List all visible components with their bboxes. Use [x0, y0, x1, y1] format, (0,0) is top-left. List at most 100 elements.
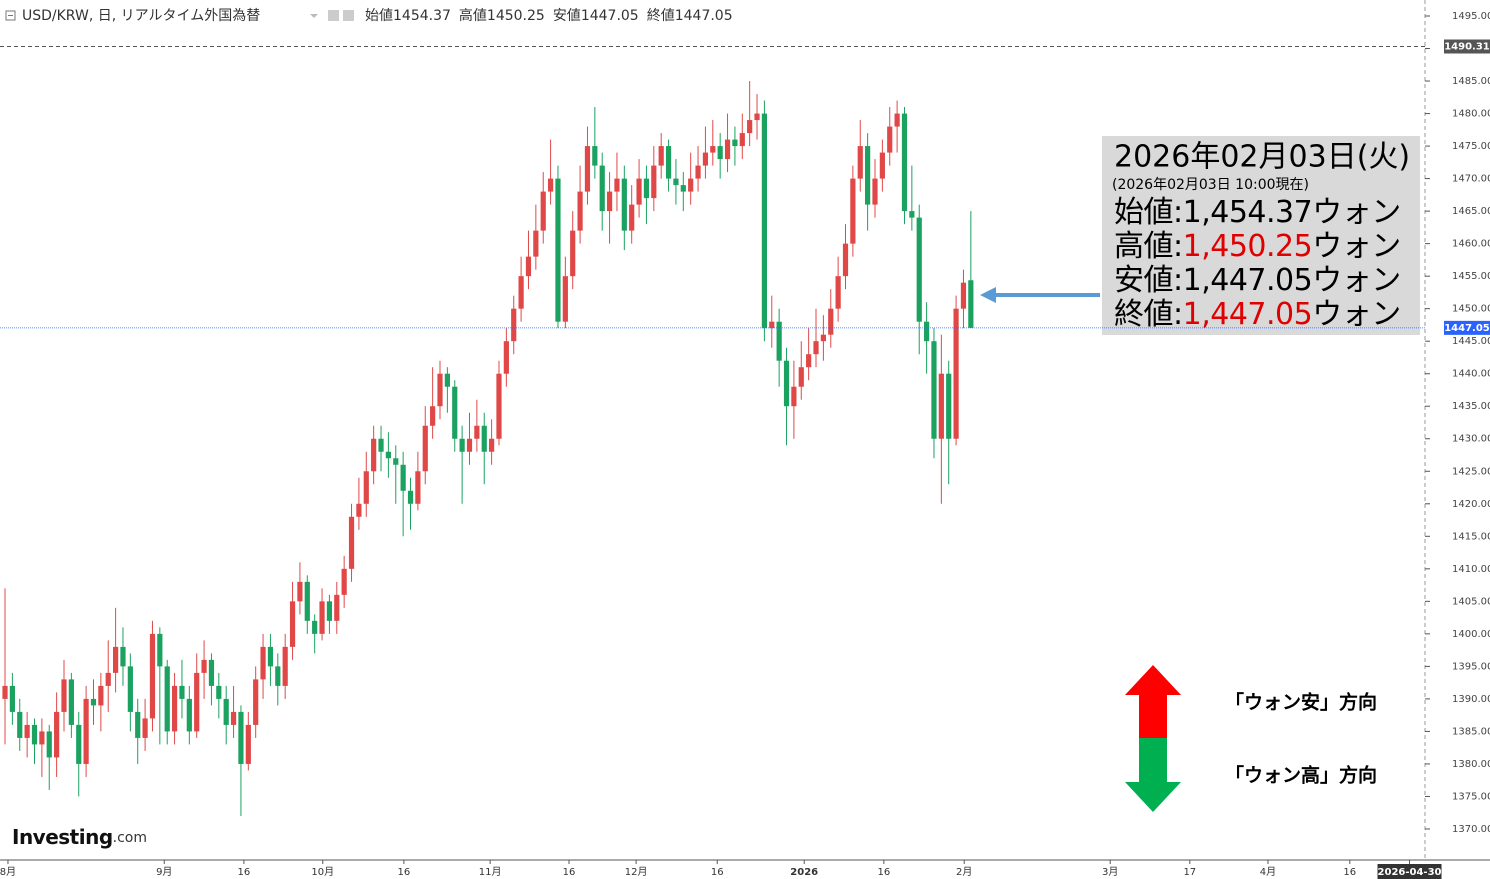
y-tick-label: 1455.00	[1452, 271, 1490, 282]
x-tick-label: 16	[877, 867, 890, 878]
info-label: 終値	[1114, 297, 1173, 332]
candle-body	[540, 191, 546, 231]
candle-body	[901, 113, 908, 212]
info-row: 終値:1,447.05ウォン	[1114, 297, 1401, 332]
info-unit: ウォン	[1312, 263, 1401, 298]
candle-body	[164, 666, 170, 732]
info-subtitle: (2026年02月03日 10:00現在)	[1112, 177, 1309, 193]
close-icon[interactable]	[343, 10, 354, 21]
info-title: 2026年02月03日(火)	[1114, 140, 1410, 175]
x-tick-label: 16	[711, 867, 724, 878]
candle-body	[208, 659, 215, 686]
up-label: 「ウォン安」方向	[1225, 691, 1377, 714]
candle-body	[503, 341, 509, 374]
y-tick-label: 1395.00	[1452, 661, 1490, 672]
info-value: 1,447.05	[1183, 297, 1313, 332]
candle-body	[636, 178, 642, 205]
candle-body	[946, 373, 952, 439]
price-tag-label: 1490.31	[1444, 42, 1490, 53]
header-value: 1450.25	[487, 8, 545, 24]
candle-body	[732, 139, 738, 147]
candle-body	[341, 568, 347, 595]
candle-body	[791, 386, 797, 407]
candle-body	[459, 438, 465, 452]
y-tick-label: 1445.00	[1452, 336, 1490, 347]
candle-body	[24, 724, 30, 738]
candle-body	[820, 334, 826, 342]
settings-icon[interactable]	[328, 10, 339, 21]
candle-body	[282, 646, 288, 686]
candle-body	[194, 672, 200, 732]
price-tag-label: 1447.05	[1444, 323, 1490, 334]
candle-body	[238, 711, 244, 764]
x-tick-label: 11月	[479, 866, 502, 878]
candle-body	[260, 646, 266, 680]
candle-body	[171, 685, 178, 732]
candle-body	[909, 211, 915, 218]
collapse-icon[interactable]	[5, 10, 16, 21]
info-unit: ウォン	[1312, 195, 1401, 230]
candle-body	[592, 146, 598, 166]
candle-body	[216, 685, 222, 699]
candle-body	[739, 133, 745, 147]
y-tick-label: 1480.00	[1452, 109, 1490, 120]
candle-body	[466, 438, 473, 452]
y-tick-label: 1405.00	[1452, 596, 1490, 607]
dropdown-icon[interactable]	[310, 14, 318, 18]
info-sep: :	[1173, 229, 1183, 264]
candle-body	[717, 146, 723, 160]
info-value: 1,454.37	[1183, 195, 1313, 230]
candle-body	[186, 698, 192, 732]
info-value: 1,447.05	[1183, 263, 1313, 298]
y-tick-label: 1415.00	[1452, 531, 1490, 542]
info-box	[1102, 136, 1420, 335]
candle-body	[437, 373, 443, 407]
y-tick-label: 1400.00	[1452, 629, 1490, 640]
pointer-arrow-head	[980, 287, 996, 303]
candle-body	[334, 594, 340, 621]
candle-body	[518, 276, 524, 309]
candle-body	[39, 731, 45, 745]
candle-body	[879, 152, 885, 179]
y-tick-label: 1460.00	[1452, 239, 1490, 250]
y-tick-label: 1495.00	[1452, 11, 1490, 22]
candle-body	[275, 666, 281, 686]
candle-body	[113, 646, 119, 673]
candle-body	[938, 373, 944, 439]
y-tick-label: 1470.00	[1452, 174, 1490, 185]
candle-body	[297, 581, 303, 602]
candle-body	[385, 451, 391, 459]
candle-body	[68, 679, 74, 725]
candle-body	[157, 633, 163, 667]
candle-body	[46, 731, 52, 758]
candle-body	[135, 711, 141, 738]
candle-body	[960, 282, 967, 309]
candle-body	[724, 139, 731, 160]
candle-body	[813, 341, 819, 355]
candle-body	[83, 698, 89, 764]
symbol-title: USD/KRW, 日, リアルタイム外国為替	[22, 8, 260, 24]
candle-body	[31, 724, 38, 745]
info-unit: ウォン	[1312, 297, 1401, 332]
logo-suffix: .com	[113, 830, 147, 846]
candle-body	[149, 633, 156, 719]
info-sep: :	[1173, 297, 1183, 332]
candle-body	[953, 308, 959, 439]
x-tick-label: 16	[1343, 867, 1356, 878]
x-tick-label: 17	[1183, 867, 1196, 878]
up-arrow	[1125, 665, 1181, 738]
candle-body	[916, 217, 922, 322]
candle-body	[658, 146, 664, 166]
x-tick-label: 4月	[1260, 866, 1276, 878]
candle-body	[614, 178, 620, 192]
y-tick-label: 1425.00	[1452, 466, 1490, 477]
candle-body	[348, 516, 355, 569]
candle-body	[98, 685, 104, 706]
y-tick-label: 1375.00	[1452, 791, 1490, 802]
candle-body	[430, 406, 436, 426]
candle-body	[857, 146, 863, 179]
candle-body	[415, 471, 421, 504]
candle-body	[599, 165, 605, 212]
candle-body	[584, 146, 591, 192]
candle-body	[547, 178, 554, 192]
